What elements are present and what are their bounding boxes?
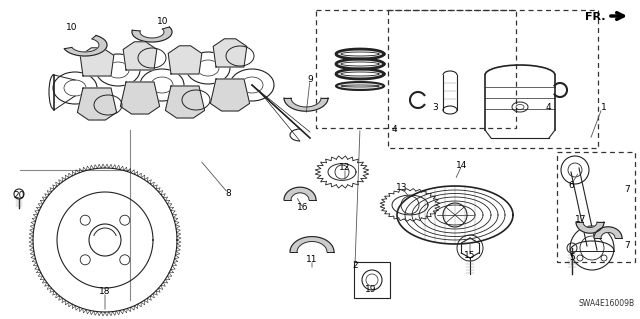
Text: 9: 9 [307, 76, 313, 85]
Text: 5: 5 [569, 254, 575, 263]
Text: 6: 6 [568, 181, 574, 189]
Text: FR.: FR. [584, 12, 605, 22]
Text: 14: 14 [456, 160, 468, 169]
Text: 3: 3 [432, 103, 438, 113]
Text: 4: 4 [545, 103, 551, 113]
Bar [354, 262, 390, 298]
Text: 8: 8 [225, 189, 231, 197]
Text: 17: 17 [575, 214, 587, 224]
Text: 1: 1 [601, 103, 607, 113]
Text: 2: 2 [352, 261, 358, 270]
Polygon shape [341, 85, 379, 87]
Polygon shape [336, 69, 384, 79]
Text: 19: 19 [365, 285, 377, 293]
Polygon shape [576, 222, 604, 233]
Polygon shape [284, 187, 316, 200]
Text: 12: 12 [339, 164, 351, 173]
Bar [557, 152, 635, 262]
Text: 16: 16 [297, 204, 308, 212]
Polygon shape [341, 62, 379, 66]
Polygon shape [132, 27, 172, 42]
Polygon shape [211, 79, 250, 111]
Polygon shape [594, 227, 622, 238]
Text: 11: 11 [307, 256, 317, 264]
Text: 4: 4 [391, 125, 397, 135]
Bar [316, 10, 516, 128]
Polygon shape [336, 49, 384, 59]
Text: SWA4E16009B: SWA4E16009B [579, 299, 635, 308]
Polygon shape [120, 82, 159, 114]
Polygon shape [284, 98, 328, 111]
Text: 15: 15 [464, 251, 476, 261]
Polygon shape [165, 86, 205, 118]
Polygon shape [65, 35, 107, 56]
Text: 10: 10 [157, 18, 169, 26]
Polygon shape [290, 237, 334, 252]
Text: 13: 13 [396, 183, 408, 192]
Bar [388, 10, 598, 148]
Text: 10: 10 [67, 24, 77, 33]
Polygon shape [77, 88, 116, 120]
Polygon shape [80, 48, 114, 76]
Text: 7: 7 [624, 241, 630, 250]
Polygon shape [341, 72, 379, 76]
Polygon shape [341, 52, 379, 56]
Polygon shape [123, 42, 157, 70]
Polygon shape [168, 46, 202, 74]
Polygon shape [336, 82, 384, 90]
Text: 18: 18 [99, 287, 111, 296]
Polygon shape [213, 39, 247, 67]
Text: 7: 7 [624, 186, 630, 195]
Text: 20: 20 [13, 191, 25, 201]
Polygon shape [336, 59, 384, 69]
